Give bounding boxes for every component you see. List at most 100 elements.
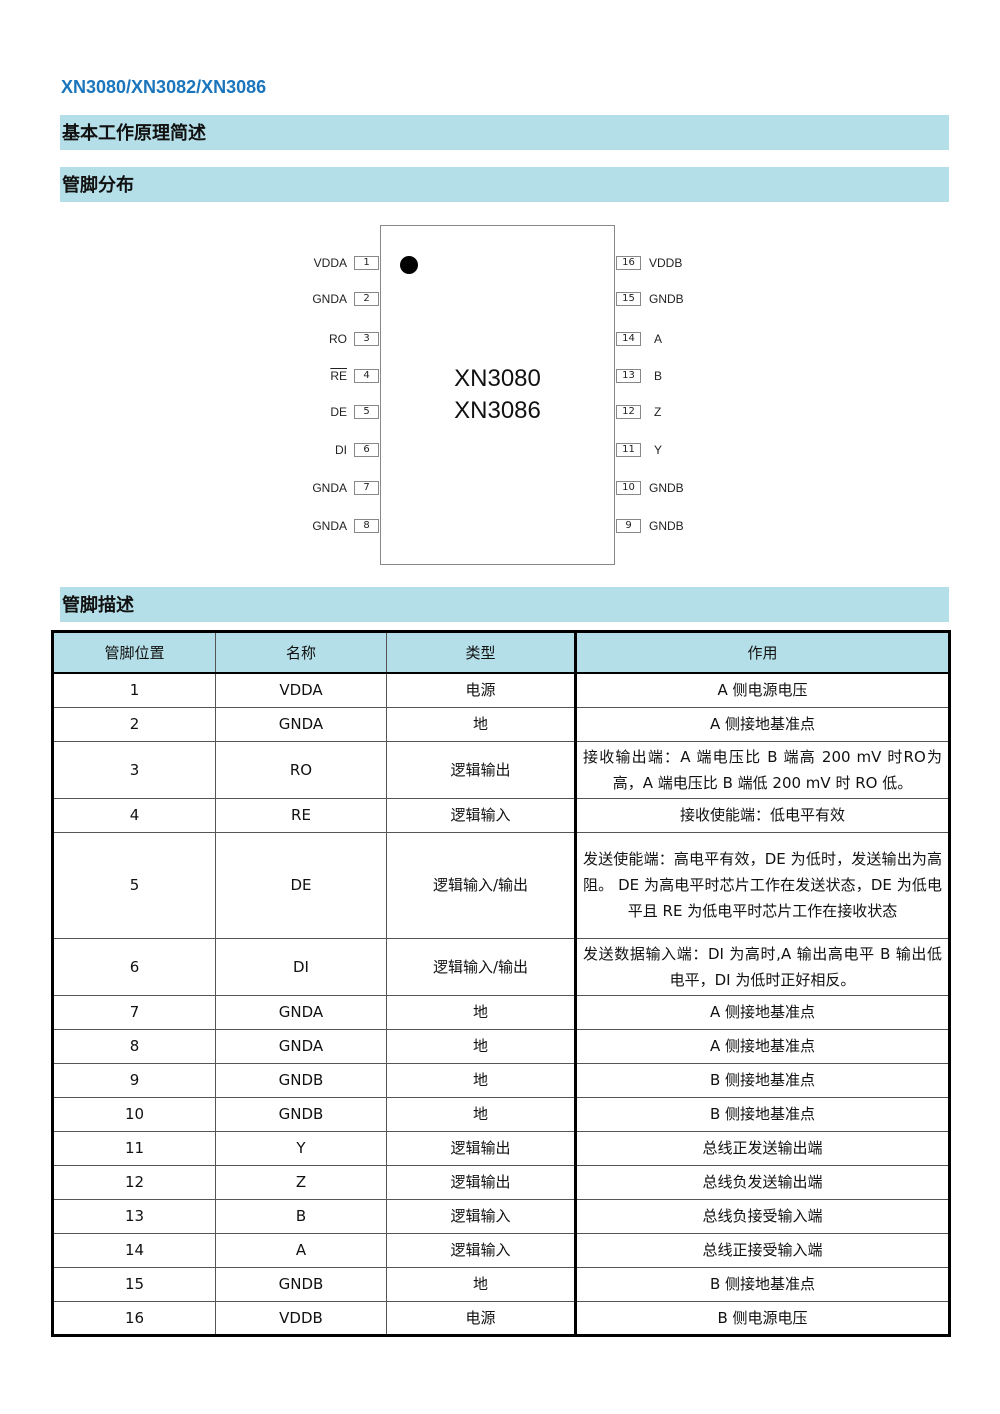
pin-type: 地	[386, 1096, 576, 1132]
chip-body	[380, 225, 615, 565]
header-type: 类型	[386, 631, 576, 674]
table-row: 14 A 逻辑输入 总线正接受输入端	[52, 1232, 950, 1268]
pin-number-box: 15	[616, 292, 641, 306]
pin-number-box: 3	[354, 332, 379, 346]
pin-label: GNDA	[312, 519, 347, 533]
pin-label: RO	[329, 332, 347, 346]
pin-type: 地	[386, 706, 576, 742]
pin-function: B 侧接地基准点	[574, 1062, 950, 1098]
pin-number: 3	[52, 740, 216, 799]
pin-label: GNDB	[649, 519, 684, 533]
pin-name: RO	[215, 740, 387, 799]
table-row: 16 VDDB 电源 B 侧电源电压	[52, 1300, 950, 1336]
pin-function: B 侧接地基准点	[574, 1266, 950, 1302]
table-row: 6 DI 逻辑输入/输出 发送数据输入端：DI 为高时,A 输出高电平 B 输出低电平…	[52, 937, 950, 996]
pin-name: RE	[215, 797, 387, 833]
table-row: 11 Y 逻辑输出 总线正发送输出端	[52, 1130, 950, 1166]
pin-function: A 侧接地基准点	[574, 706, 950, 742]
table-row: 12 Z 逻辑输出 总线负发送输出端	[52, 1164, 950, 1200]
pin-function: 总线负发送输出端	[574, 1164, 950, 1200]
pin-name: GNDA	[215, 706, 387, 742]
pin-number-box: 10	[616, 481, 641, 495]
table-row: 2 GNDA 地 A 侧接地基准点	[52, 706, 950, 742]
pin-label: Y	[654, 443, 663, 457]
pin-name: VDDA	[215, 672, 387, 708]
pin-label: DE	[330, 405, 347, 419]
pin-label: RE	[330, 369, 347, 383]
pin-number: 13	[52, 1198, 216, 1234]
pin-number-box: 12	[616, 405, 641, 419]
pin-number: 14	[52, 1232, 216, 1268]
pin-number-box: 4	[354, 369, 379, 383]
pin-number-box: 9	[616, 519, 641, 533]
pin-name: B	[215, 1198, 387, 1234]
pin-type: 逻辑输出	[386, 1130, 576, 1166]
header-function: 作用	[574, 631, 950, 674]
pin-name: GNDA	[215, 994, 387, 1030]
pin-label: GNDB	[649, 292, 684, 306]
pin-type: 逻辑输入	[386, 797, 576, 833]
table-row: 15 GNDB 地 B 侧接地基准点	[52, 1266, 950, 1302]
pin-number: 12	[52, 1164, 216, 1200]
pin-number: 6	[52, 937, 216, 996]
pin-number-box: 11	[616, 443, 641, 457]
pin-number: 9	[52, 1062, 216, 1098]
pin-function: 发送使能端：高电平有效，DE 为低时，发送输出为高阻。 DE 为高电平时芯片工作…	[574, 831, 950, 939]
table-row: 7 GNDA 地 A 侧接地基准点	[52, 994, 950, 1030]
pin-function: 接收使能端：低电平有效	[574, 797, 950, 833]
pin-function: B 侧接地基准点	[574, 1096, 950, 1132]
pin-name: VDDB	[215, 1300, 387, 1336]
pin-number-box: 6	[354, 443, 379, 457]
pin-number: 4	[52, 797, 216, 833]
pin-label: A	[654, 332, 663, 346]
table-row: 4 RE 逻辑输入 接收使能端：低电平有效	[52, 797, 950, 833]
pin-function: 发送数据输入端：DI 为高时,A 输出高电平 B 输出低电平，DI 为低时正好相…	[574, 937, 950, 996]
document-title: XN3080/XN3082/XN3086	[61, 77, 267, 97]
pin-function: 总线正接受输入端	[574, 1232, 950, 1268]
pin-type: 逻辑输入	[386, 1198, 576, 1234]
pin-number-box: 13	[616, 369, 641, 383]
pin-number-box: 14	[616, 332, 641, 346]
pin-name: DI	[215, 937, 387, 996]
pin-description-table: 管脚位置 名称 类型 作用 1 VDDA 电源 A 侧电源电压 2 GNDA 地 A 侧接地基…	[51, 630, 951, 1337]
pin-name: GNDB	[215, 1266, 387, 1302]
table-row: 1 VDDA 电源 A 侧电源电压	[52, 672, 950, 708]
pin-name: A	[215, 1232, 387, 1268]
pin-label: GNDA	[312, 292, 347, 306]
pin-type: 逻辑输入	[386, 1232, 576, 1268]
pin-type: 地	[386, 1028, 576, 1064]
pin-type: 地	[386, 1062, 576, 1098]
pin-number: 1	[52, 672, 216, 708]
pin-name: Y	[215, 1130, 387, 1166]
pin-name: Z	[215, 1164, 387, 1200]
table-row: 9 GNDB 地 B 侧接地基准点	[52, 1062, 950, 1098]
pin-number-box: 2	[354, 292, 379, 306]
pin-type: 逻辑输出	[386, 740, 576, 799]
pin-label: Z	[654, 405, 662, 419]
pin-function: 接收输出端：A 端电压比 B 端高 200 mV 时RO为高，A 端电压比 B …	[574, 740, 950, 799]
pin-number: 7	[52, 994, 216, 1030]
pin-number-box: 8	[354, 519, 379, 533]
pin-name: GNDB	[215, 1062, 387, 1098]
pin-type: 逻辑输入/输出	[386, 831, 576, 939]
table-row: 3 RO 逻辑输出 接收输出端：A 端电压比 B 端高 200 mV 时RO为高，A …	[52, 740, 950, 799]
table-row: 10 GNDB 地 B 侧接地基准点	[52, 1096, 950, 1132]
pin-label: B	[654, 369, 663, 383]
pin-number: 10	[52, 1096, 216, 1132]
pin-type: 电源	[386, 1300, 576, 1336]
pin-function: A 侧电源电压	[574, 672, 950, 708]
table-row: 8 GNDA 地 A 侧接地基准点	[52, 1028, 950, 1064]
table-row: 13 B 逻辑输入 总线负接受输入端	[52, 1198, 950, 1234]
pin-number: 11	[52, 1130, 216, 1166]
pin-name: DE	[215, 831, 387, 939]
pin-label: DI	[335, 443, 347, 457]
pin-function: B 侧电源电压	[574, 1300, 950, 1336]
pin-function: A 侧接地基准点	[574, 994, 950, 1030]
pin-label: GNDA	[312, 481, 347, 495]
section-heading-pin-description: 管脚描述	[60, 587, 949, 622]
pin-name: GNDA	[215, 1028, 387, 1064]
pin-number: 8	[52, 1028, 216, 1064]
pin-number: 15	[52, 1266, 216, 1302]
pin-function: 总线负接受输入端	[574, 1198, 950, 1234]
